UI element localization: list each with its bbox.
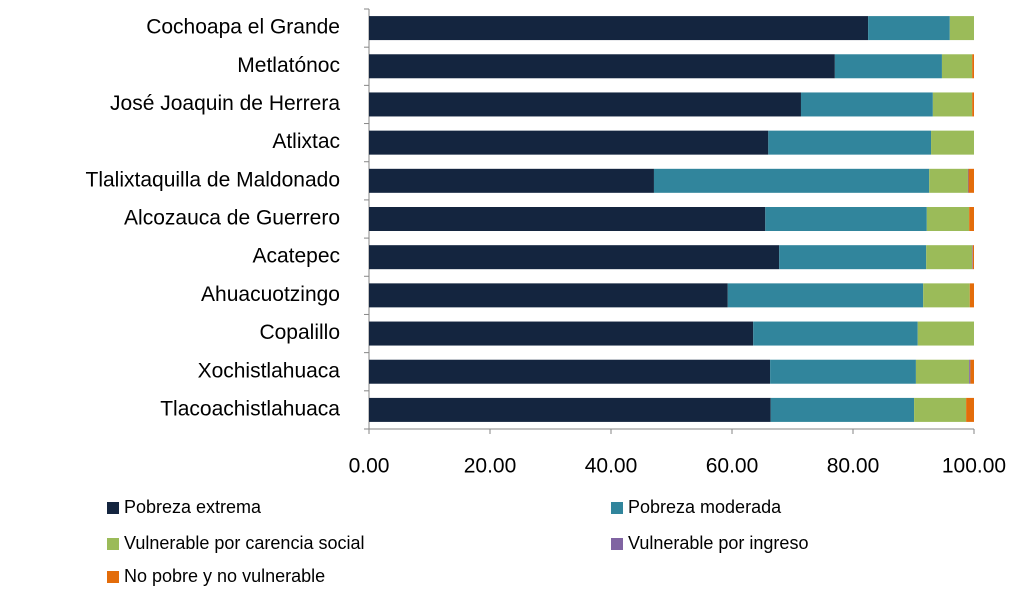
bar-segment	[770, 397, 915, 422]
bar-segment	[967, 168, 969, 193]
bar-segment	[969, 207, 974, 231]
bar-segment	[970, 359, 974, 384]
bar-segment	[969, 359, 971, 384]
x-tick-label: 20.00	[464, 455, 517, 478]
legend-swatch	[611, 538, 623, 550]
bar-segment	[369, 92, 801, 117]
bar-segment	[369, 321, 754, 346]
bar-segment	[932, 92, 973, 117]
bar-segment	[369, 397, 771, 422]
bar-segment	[753, 321, 918, 346]
x-tick-label: 100.00	[942, 455, 1006, 478]
bar-segment	[966, 397, 974, 422]
bar-segment	[369, 207, 766, 231]
legend-label: Pobreza extrema	[124, 497, 262, 517]
bar-segment	[941, 54, 973, 79]
bar-segment	[929, 168, 968, 193]
bar-segment	[949, 16, 974, 41]
legend-swatch	[611, 502, 623, 514]
category-label: Copalillo	[259, 321, 340, 344]
bar-segment	[369, 359, 771, 384]
bar-segment	[768, 130, 932, 155]
legend-label: Pobreza moderada	[628, 497, 782, 517]
category-label: José Joaquin de Herrera	[110, 92, 340, 115]
bar-segment	[369, 283, 728, 308]
bar-segment	[653, 168, 930, 193]
bar-segment	[779, 245, 927, 270]
bar-segment	[369, 130, 769, 155]
bar-segment	[969, 283, 974, 308]
category-label: Metlatónoc	[237, 54, 340, 77]
bar-segment	[972, 54, 974, 79]
bar-segment	[369, 245, 780, 270]
bar-segment	[972, 92, 974, 117]
category-label: Cochoapa el Grande	[146, 16, 340, 39]
category-label: Tlacoachistlahuaca	[160, 397, 340, 420]
bar-segment	[765, 207, 927, 231]
category-label: Tlalixtaquilla de Maldonado	[86, 168, 341, 191]
category-label: Ahuacuotzingo	[201, 283, 340, 306]
x-tick-label: 80.00	[827, 455, 880, 478]
category-label: Atlixtac	[272, 130, 340, 153]
legend-swatch	[107, 571, 119, 583]
legend-label: No pobre y no vulnerable	[124, 566, 325, 586]
bar-segment	[800, 92, 933, 117]
bar-segment	[972, 245, 974, 270]
category-label: Alcozauca de Guerrero	[124, 207, 340, 230]
bar-segment	[926, 207, 970, 231]
legend-swatch	[107, 538, 119, 550]
bar-segment	[968, 168, 974, 193]
legend-label: Vulnerable por ingreso	[628, 533, 808, 553]
bar-segment	[923, 283, 970, 308]
bar-segment	[868, 16, 950, 41]
bar-segment	[915, 359, 970, 384]
x-tick-label: 0.00	[349, 455, 390, 478]
category-label: Acatepec	[252, 245, 340, 268]
x-tick-label: 60.00	[706, 455, 759, 478]
bar-segment	[369, 54, 835, 79]
bar-segment	[972, 245, 973, 270]
bar-segment	[926, 245, 973, 270]
bar-segment	[917, 321, 974, 346]
bar-segment	[931, 130, 974, 155]
bar-segment	[727, 283, 924, 308]
legend-label: Vulnerable por carencia social	[124, 533, 364, 553]
legend-swatch	[107, 502, 119, 514]
bar-segment	[369, 168, 654, 193]
category-label: Xochistlahuaca	[198, 359, 341, 382]
bar-segment	[770, 359, 916, 384]
x-tick-label: 40.00	[585, 455, 638, 478]
bar-segment	[914, 397, 967, 422]
bar-segment	[834, 54, 942, 79]
bar-segment	[369, 16, 869, 41]
